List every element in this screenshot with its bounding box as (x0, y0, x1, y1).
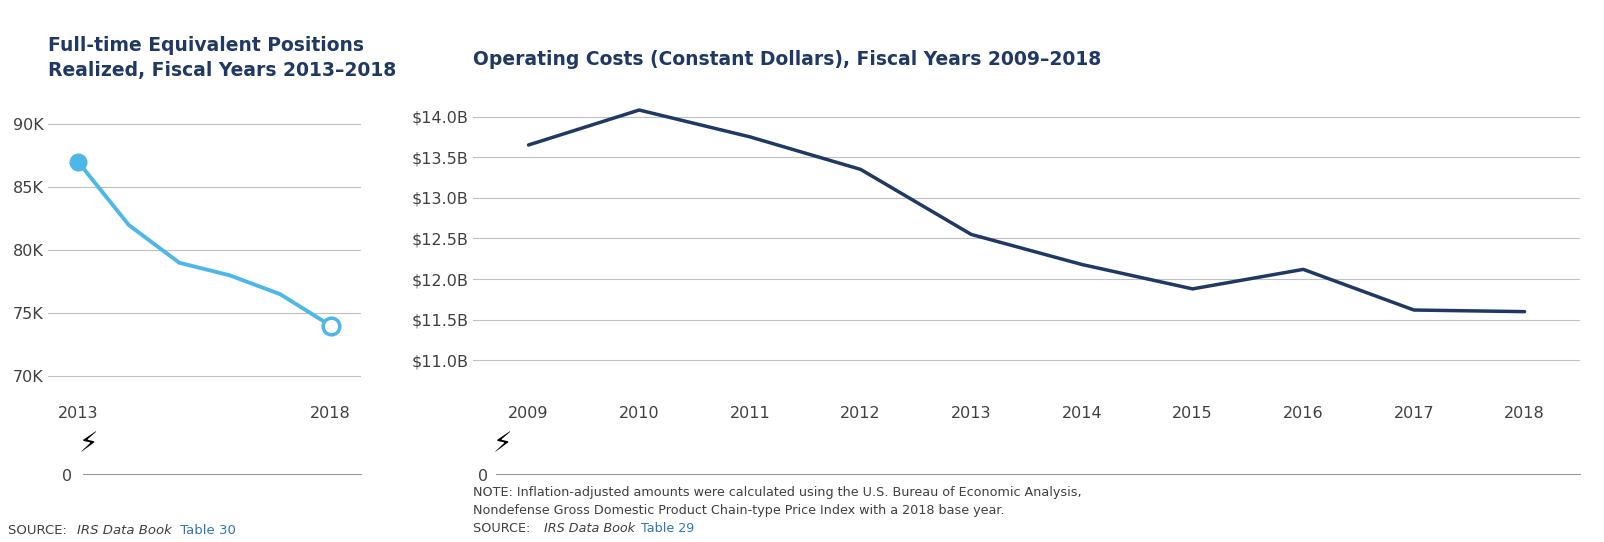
Text: Operating Costs (Constant Dollars), Fiscal Years 2009–2018: Operating Costs (Constant Dollars), Fisc… (473, 50, 1102, 69)
Text: Table 29: Table 29 (637, 522, 695, 535)
Text: ⚡: ⚡ (492, 430, 512, 459)
Text: Table 30: Table 30 (176, 524, 236, 537)
Text: IRS Data Book: IRS Data Book (77, 524, 172, 537)
Text: ⚡: ⚡ (79, 430, 98, 459)
Text: SOURCE:: SOURCE: (8, 524, 71, 537)
Text: SOURCE:: SOURCE: (473, 522, 534, 535)
Text: IRS Data Book: IRS Data Book (544, 522, 635, 535)
Text: NOTE: Inflation-adjusted amounts were calculated using the U.S. Bureau of Econom: NOTE: Inflation-adjusted amounts were ca… (473, 486, 1081, 499)
Text: Full-time Equivalent Positions
Realized, Fiscal Years 2013–2018: Full-time Equivalent Positions Realized,… (48, 36, 396, 80)
Text: 0: 0 (478, 469, 488, 485)
Text: 0: 0 (63, 469, 72, 485)
Text: Nondefense Gross Domestic Product Chain-type Price Index with a 2018 base year.: Nondefense Gross Domestic Product Chain-… (473, 504, 1004, 517)
